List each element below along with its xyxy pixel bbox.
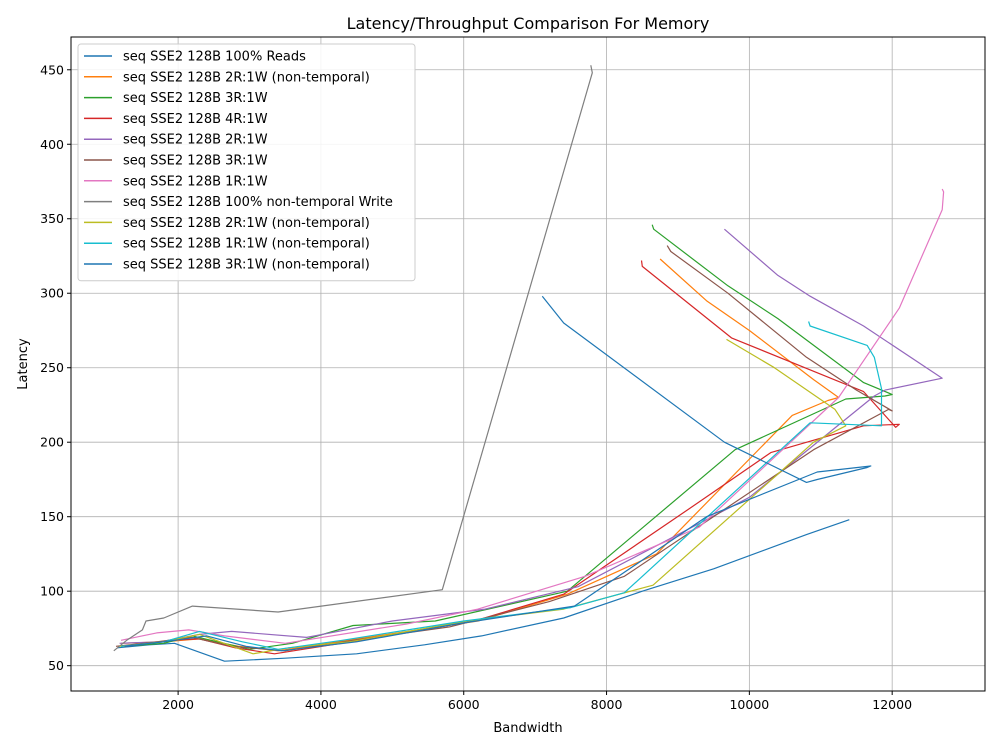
- legend-label: seq SSE2 128B 2R:1W: [123, 133, 268, 148]
- series-line-11: [124, 295, 872, 652]
- y-tick-label: 400: [40, 137, 64, 152]
- x-tick-label: 10000: [729, 697, 769, 712]
- legend-box: [77, 43, 416, 282]
- y-tick-label: 450: [40, 62, 64, 77]
- legend-label: seq SSE2 128B 3R:1W: [123, 154, 268, 169]
- axis-ticks: 2000 4000 6000 8000 10000 12000 50 100 150 200 250…: [40, 62, 912, 712]
- series-line-1: [117, 519, 850, 662]
- legend-label: seq SSE2 128B 3R:1W: [123, 91, 268, 106]
- grid: [71, 37, 985, 691]
- x-tick-label: 8000: [591, 697, 623, 712]
- y-tick-label: 350: [40, 211, 64, 226]
- chart-title: Latency/Throughput Comparison For Memory: [347, 14, 710, 33]
- legend-label: seq SSE2 128B 100% Reads: [123, 50, 306, 65]
- x-tick-label: 4000: [305, 697, 337, 712]
- legend-label: seq SSE2 128B 2R:1W (non-temporal): [123, 70, 370, 85]
- legend-label: seq SSE2 128B 1R:1W (non-temporal): [123, 237, 370, 252]
- series-line-7: [120, 188, 945, 644]
- y-tick-label: 300: [40, 286, 64, 301]
- y-tick-label: 200: [40, 435, 64, 450]
- y-tick-label: 50: [48, 658, 64, 673]
- series-line-3: [120, 224, 893, 650]
- series-line-8: [113, 65, 593, 652]
- series-lines: [113, 65, 945, 662]
- legend-label: seq SSE2 128B 3R:1W (non-temporal): [123, 258, 370, 273]
- legend-label: seq SSE2 128B 100% non-temporal Write: [123, 195, 393, 210]
- x-axis-label: Bandwidth: [493, 721, 562, 736]
- legend-label: seq SSE2 128B 2R:1W (non-temporal): [123, 216, 370, 231]
- legend-label: seq SSE2 128B 4R:1W: [123, 112, 268, 127]
- x-tick-label: 12000: [872, 697, 912, 712]
- plot-area: [70, 36, 986, 692]
- y-axis-label: Latency: [16, 338, 31, 390]
- legend: seq SSE2 128B 100% Reads seq SSE2 128B 2R…: [77, 43, 416, 282]
- y-tick-label: 100: [40, 584, 64, 599]
- series-line-10: [120, 321, 883, 650]
- y-tick-label: 150: [40, 509, 64, 524]
- x-tick-label: 2000: [162, 697, 194, 712]
- series-line-6: [115, 245, 893, 652]
- y-tick-label: 250: [40, 360, 64, 375]
- legend-label: seq SSE2 128B 1R:1W: [123, 174, 268, 189]
- x-tick-label: 6000: [448, 697, 480, 712]
